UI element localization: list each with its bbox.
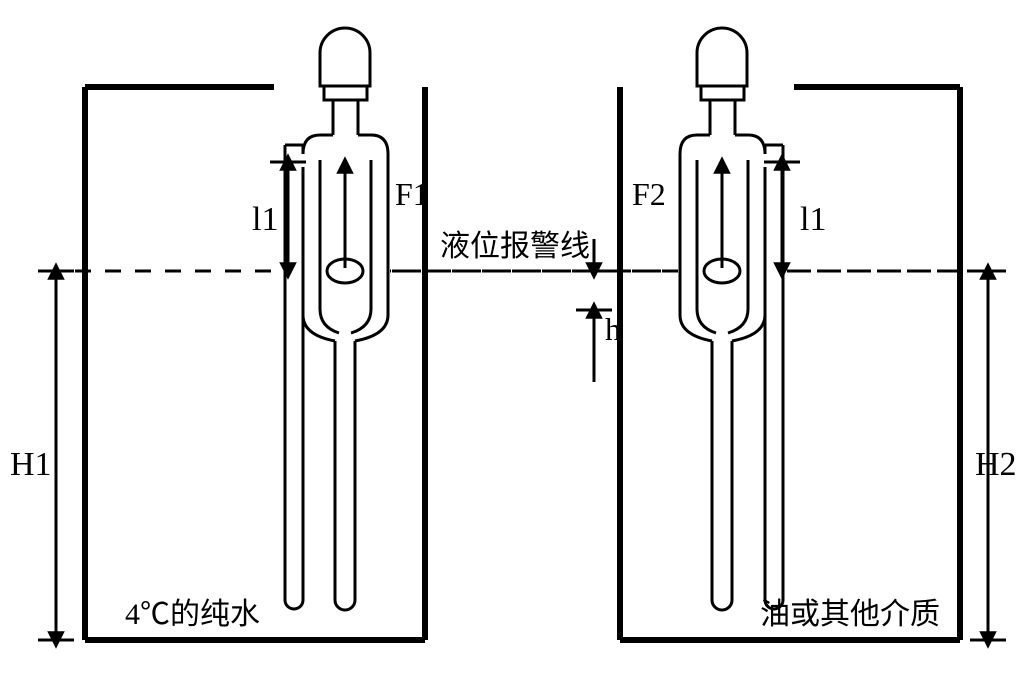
label-l1-right: l1 [800,201,826,238]
label-left-medium: 4℃的纯水 [125,598,260,631]
label-h: h [605,311,621,347]
diagram-svg: 液位报警线 4℃的纯水 油或其他介质 H1 H2 l1 l1 F1 F2 h [0,0,1033,690]
label-alarm-line: 液位报警线 [440,230,590,263]
label-l1-left: l1 [252,201,278,238]
label-F2: F2 [632,176,666,212]
label-H2: H2 [975,446,1017,483]
label-H1: H1 [10,446,52,483]
label-right-medium: 油或其他介质 [760,598,940,631]
diagram-stage: { "canvas": { "width": 1033, "height": 6… [0,0,1033,690]
label-F1: F1 [395,176,429,212]
